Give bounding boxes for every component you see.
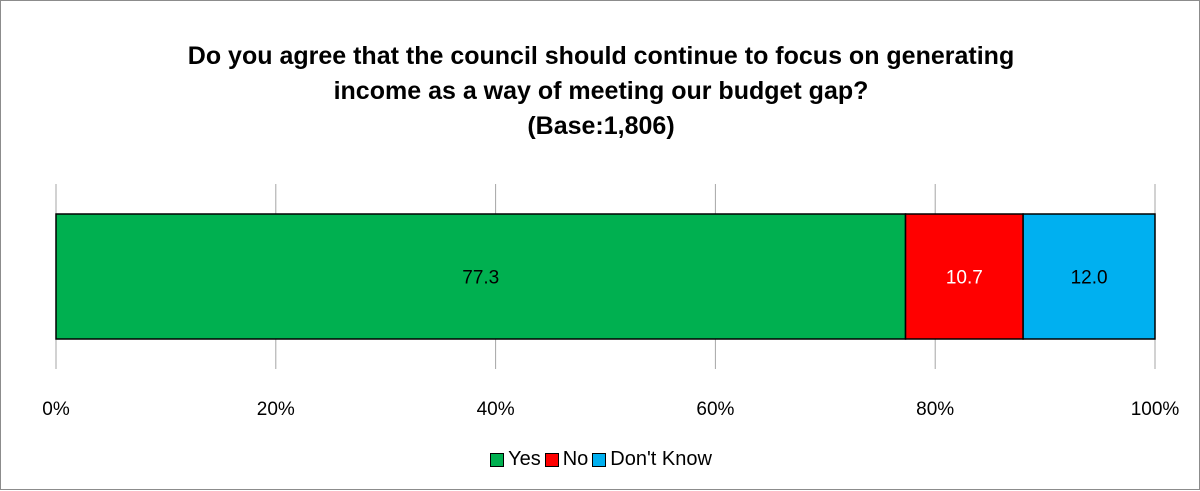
x-tick-label-100: 100% xyxy=(1131,399,1180,420)
x-tick-label-80: 80% xyxy=(916,399,954,420)
x-axis-ticks: 0% 20% 40% 60% 80% 100% xyxy=(42,399,1179,420)
data-label-yes: 77.3 xyxy=(462,268,499,289)
legend-item-yes: Yes xyxy=(490,448,541,471)
legend-swatch-yes xyxy=(490,452,505,467)
chart-title-line-2: income as a way of meeting our budget ga… xyxy=(333,77,869,105)
bars xyxy=(55,213,1156,340)
x-tick-label-40: 40% xyxy=(477,399,515,420)
data-label-don-t-know: 12.0 xyxy=(1071,268,1108,289)
chart-title-line-1: Do you agree that the council should con… xyxy=(187,42,1015,70)
legend-swatch-no xyxy=(544,452,559,467)
legend-label-no: No xyxy=(562,448,589,470)
legend-item-don-t-know: Don't Know xyxy=(592,448,712,471)
legend-label-yes: Yes xyxy=(508,448,541,470)
chart-subtitle-base: (Base:1,806) xyxy=(527,112,675,140)
data-labels: 77.3 10.7 12.0 xyxy=(462,268,1107,289)
x-tick-label-20: 20% xyxy=(257,399,295,420)
legend-label-don-t-know: Don't Know xyxy=(610,448,712,470)
chart-title: Do you agree that the council should con… xyxy=(1,39,1200,144)
bar-segment-don-t-know xyxy=(1022,213,1156,340)
legend-swatch-don-t-know xyxy=(592,452,607,467)
x-tick-label-0: 0% xyxy=(42,399,70,420)
legend: Yes No Don't Know xyxy=(1,448,1200,471)
legend-item-no: No xyxy=(544,448,589,471)
bar-segment-yes xyxy=(55,213,907,340)
x-tick-label-60: 60% xyxy=(696,399,734,420)
data-label-no: 10.7 xyxy=(946,268,983,289)
